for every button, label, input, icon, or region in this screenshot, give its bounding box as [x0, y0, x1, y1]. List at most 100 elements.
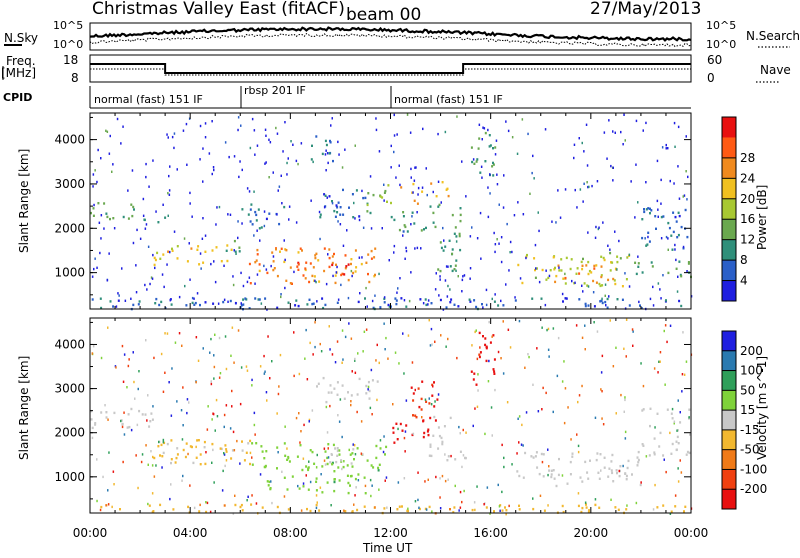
noise-cell-p-440 — [656, 199, 659, 203]
heatmap-cell-v-404 — [239, 505, 242, 509]
noise-cell-p-238 — [375, 117, 377, 120]
heatmap-cell-p-76 — [331, 261, 334, 265]
noise-cell-p-67 — [634, 216, 636, 219]
noise-cell-v-234 — [325, 405, 328, 409]
noise-cell-p-366 — [96, 180, 98, 184]
heatmap-cell-v-38 — [192, 461, 195, 465]
heatmap-cell-v-208 — [418, 405, 421, 409]
heatmap-cell-p-56 — [257, 208, 260, 211]
nave-tick-top: 60 — [707, 53, 722, 67]
noise-cell-v-450 — [91, 436, 94, 440]
noise-cell-v-42 — [338, 420, 341, 423]
noise-cell-v-3 — [168, 381, 170, 384]
heatmap-cell-p-370 — [686, 235, 689, 239]
heatmap-cell-p-35 — [162, 253, 165, 256]
heatmap-cell-v-294 — [625, 478, 628, 481]
heatmap-cell-v-405 — [205, 510, 208, 514]
heatmap-cell-v-51 — [197, 439, 200, 442]
noise-cell-p-170 — [558, 266, 560, 269]
noise-cell-v-302 — [107, 326, 109, 329]
time-axis-labels: 00:00 04:00 08:00 12:00 16:00 20:00 00:00 — [73, 526, 709, 540]
noise-cell-p-97 — [176, 168, 178, 171]
noise-cell-p-371 — [111, 170, 113, 173]
heatmap-cell-v-243 — [459, 450, 462, 453]
heatmap-cell-v-301 — [610, 460, 613, 463]
heatmap-cell-v-184 — [350, 394, 353, 397]
heatmap-cell-v-102 — [261, 450, 264, 453]
noise-cell-v-92 — [107, 418, 109, 421]
noise-cell-v-327 — [311, 409, 314, 412]
noise-cell-p-351 — [282, 150, 284, 153]
heatmap-cell-v-95 — [342, 465, 345, 469]
noise-cell-v-412 — [567, 406, 569, 409]
heatmap-cell-v-305 — [637, 450, 640, 454]
noise-cell-p-235 — [275, 126, 277, 130]
noise-cell-v-271 — [431, 510, 433, 513]
colorbar-swatch — [722, 219, 736, 241]
heatmap-cell-v-341 — [685, 453, 688, 456]
heatmap-cell-v-321 — [589, 459, 591, 462]
noise-cell-v-381 — [195, 381, 197, 384]
heatmap-cell-p-419 — [295, 299, 298, 302]
noise-cell-p-219 — [614, 131, 616, 134]
noise-cell-v-377 — [378, 361, 380, 365]
heatmap-cell-p-393 — [643, 208, 645, 211]
noise-cell-p-305 — [657, 282, 660, 285]
heatmap-cell-v-426 — [587, 510, 590, 513]
noise-cell-p-422 — [612, 166, 614, 169]
heatmap-cell-v-395 — [172, 508, 175, 511]
heatmap-cell-p-470 — [564, 297, 567, 300]
ytick-label: 1000 — [54, 470, 85, 484]
heatmap-cell-p-403 — [419, 298, 422, 301]
nsearch-tick-top: 10^5 — [706, 19, 736, 32]
noise-cell-v-511 — [472, 424, 474, 428]
heatmap-cell-p-485 — [170, 303, 173, 306]
noise-cell-v-266 — [128, 358, 130, 361]
noise-cell-v-357 — [435, 475, 437, 479]
noise-cell-p-85 — [169, 250, 171, 254]
noise-cell-p-134 — [139, 237, 142, 240]
noise-cell-p-179 — [439, 275, 441, 278]
noise-cell-p-517 — [410, 176, 412, 179]
noise-cell-p-373 — [358, 218, 361, 222]
heatmap-cell-v-331 — [540, 452, 543, 456]
colorbar-tick-label: 100 — [740, 364, 763, 378]
heatmap-cell-p-432 — [276, 306, 279, 309]
noise-cell-p-63 — [592, 291, 595, 294]
noise-cell-p-399 — [337, 140, 339, 144]
noise-cell-v-25 — [487, 380, 490, 383]
colorbar-tick-label: 8 — [740, 253, 748, 267]
noise-cell-v-0 — [429, 344, 432, 347]
heatmap-cell-v-173 — [365, 384, 368, 388]
noise-cell-p-300 — [336, 265, 338, 269]
noise-cell-v-431 — [376, 343, 378, 347]
noise-cell-p-445 — [404, 257, 406, 260]
noise-cell-v-162 — [537, 410, 540, 413]
heatmap-cell-p-493 — [600, 299, 603, 302]
heatmap-cell-p-200 — [425, 226, 427, 230]
heatmap-cell-v-39 — [224, 444, 227, 447]
heatmap-cell-v-363 — [676, 435, 679, 439]
heatmap-cell-p-8 — [109, 217, 111, 221]
heatmap-cell-p-222 — [447, 194, 450, 198]
heatmap-cell-p-50 — [249, 208, 252, 211]
heatmap-cell-v-79 — [346, 474, 349, 477]
colorbar-swatch — [722, 370, 736, 391]
heatmap-cell-v-368 — [241, 509, 244, 512]
noise-cell-v-220 — [224, 464, 226, 468]
heatmap-cell-p-452 — [138, 300, 141, 303]
heatmap-cell-p-267 — [478, 137, 481, 140]
noise-cell-p-201 — [393, 251, 395, 254]
heatmap-cell-p-46 — [233, 239, 236, 243]
noise-cell-p-263 — [365, 286, 367, 290]
noise-cell-v-355 — [341, 361, 343, 364]
noise-cell-v-318 — [369, 406, 372, 410]
noise-cell-v-10 — [421, 416, 423, 419]
noise-cell-p-442 — [316, 300, 318, 303]
heatmap-cell-v-78 — [313, 462, 316, 465]
heatmap-cell-v-252 — [489, 341, 492, 344]
noise-cell-p-26 — [481, 176, 483, 179]
heatmap-cell-p-294 — [533, 257, 536, 260]
noise-cell-v-41 — [385, 336, 387, 340]
colorbar-swatch — [722, 331, 736, 352]
